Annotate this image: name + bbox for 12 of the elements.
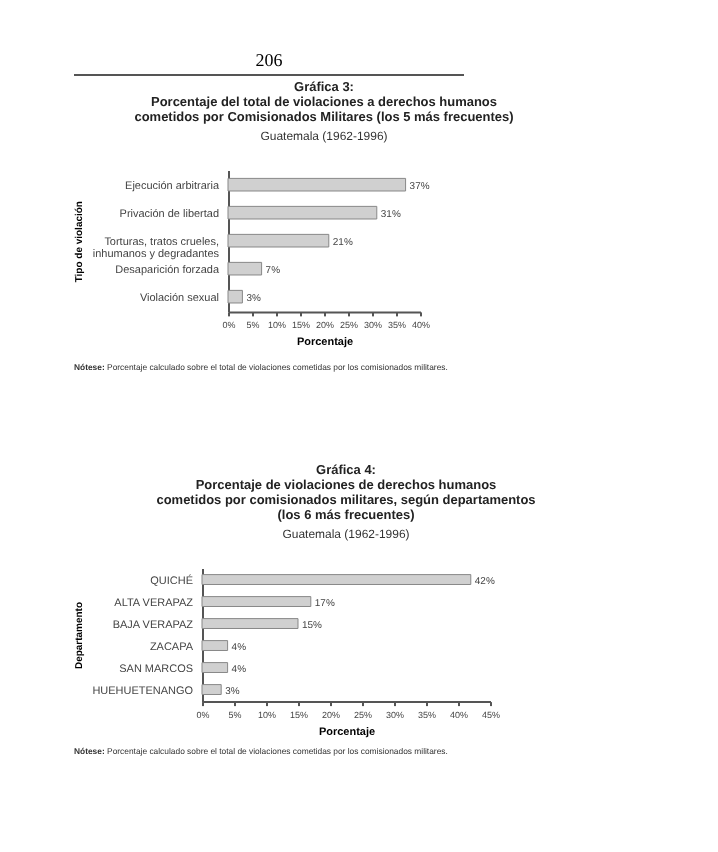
text: 206 — [253, 50, 285, 70]
bar — [227, 289, 243, 304]
bar — [201, 618, 299, 629]
bar — [227, 233, 330, 248]
bar — [201, 662, 229, 673]
bar — [227, 205, 378, 220]
bar — [201, 574, 472, 585]
bar — [201, 596, 312, 607]
bar — [227, 261, 263, 276]
bar — [201, 684, 222, 695]
bar — [227, 177, 407, 192]
bar — [201, 640, 229, 651]
